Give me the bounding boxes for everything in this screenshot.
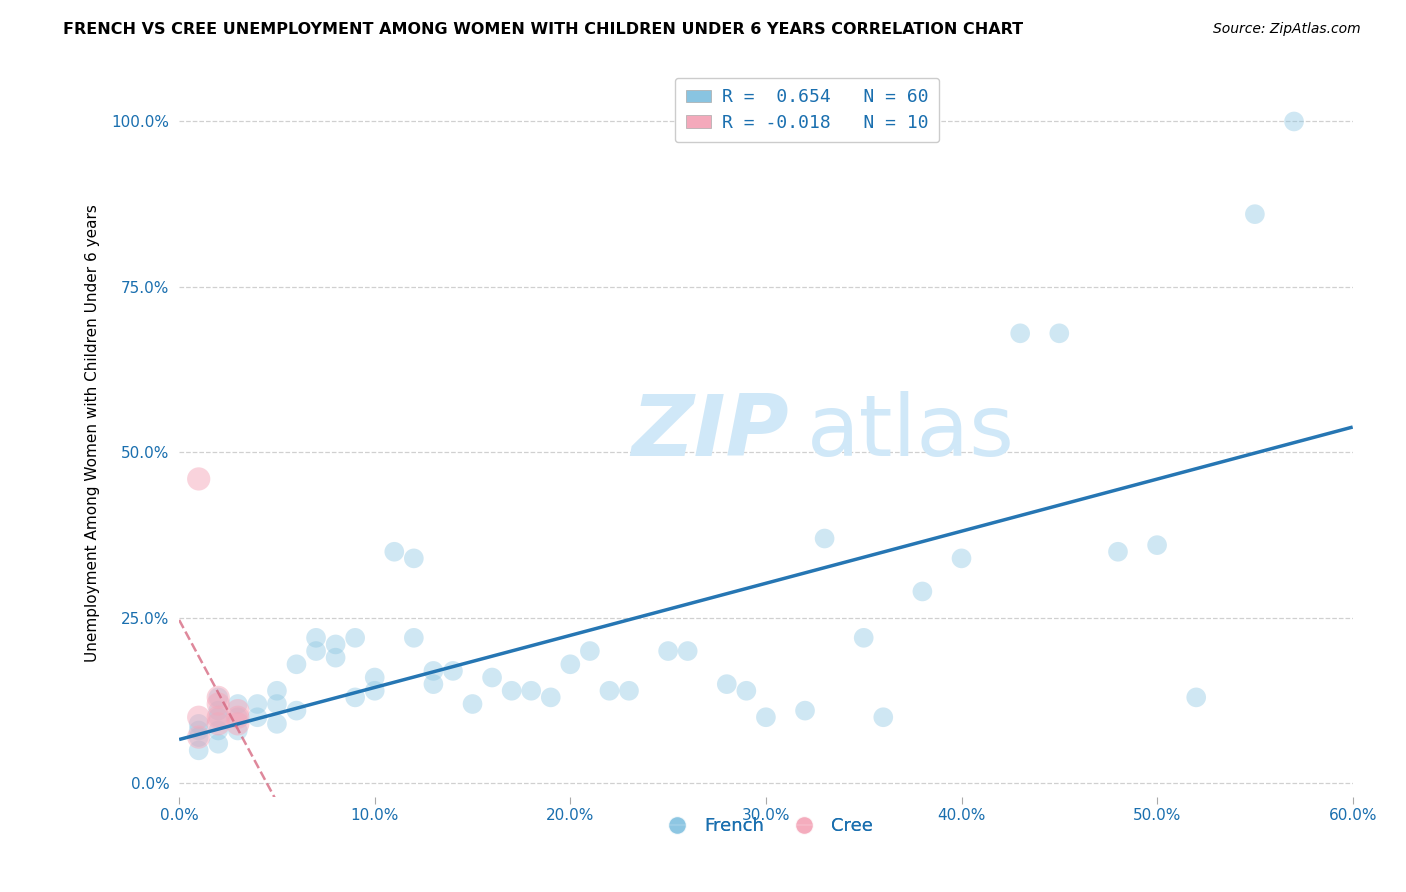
Point <box>852 631 875 645</box>
Point <box>402 551 425 566</box>
Point <box>364 671 387 685</box>
Point <box>207 717 229 731</box>
Point <box>187 730 209 744</box>
Point <box>657 644 679 658</box>
Point <box>325 637 347 651</box>
Point <box>579 644 602 658</box>
Legend: French, Cree: French, Cree <box>652 810 880 842</box>
Point <box>344 690 367 705</box>
Point <box>226 704 249 718</box>
Point <box>344 631 367 645</box>
Point <box>187 723 209 738</box>
Point <box>441 664 464 678</box>
Text: atlas: atlas <box>807 391 1015 474</box>
Point <box>207 697 229 711</box>
Point <box>676 644 699 658</box>
Point <box>226 723 249 738</box>
Point <box>266 697 288 711</box>
Point <box>187 743 209 757</box>
Point <box>501 683 523 698</box>
Point <box>1185 690 1208 705</box>
Point <box>755 710 778 724</box>
Point <box>382 545 405 559</box>
Text: FRENCH VS CREE UNEMPLOYMENT AMONG WOMEN WITH CHILDREN UNDER 6 YEARS CORRELATION : FRENCH VS CREE UNEMPLOYMENT AMONG WOMEN … <box>63 22 1024 37</box>
Point <box>207 704 229 718</box>
Point <box>1107 545 1129 559</box>
Point <box>305 631 328 645</box>
Point <box>187 710 209 724</box>
Y-axis label: Unemployment Among Women with Children Under 6 years: Unemployment Among Women with Children U… <box>86 203 100 662</box>
Point <box>364 683 387 698</box>
Text: Source: ZipAtlas.com: Source: ZipAtlas.com <box>1213 22 1361 37</box>
Point <box>207 737 229 751</box>
Point <box>540 690 562 705</box>
Point <box>207 710 229 724</box>
Point <box>872 710 894 724</box>
Point <box>1244 207 1267 221</box>
Point <box>246 710 269 724</box>
Point <box>911 584 934 599</box>
Point <box>285 657 308 672</box>
Point <box>481 671 503 685</box>
Point <box>1010 326 1032 341</box>
Point <box>461 697 484 711</box>
Point <box>305 644 328 658</box>
Point <box>735 683 758 698</box>
Point <box>422 677 444 691</box>
Point <box>266 717 288 731</box>
Point <box>598 683 620 698</box>
Point <box>794 704 817 718</box>
Point <box>207 690 229 705</box>
Point <box>402 631 425 645</box>
Point <box>422 664 444 678</box>
Point <box>226 697 249 711</box>
Point <box>1047 326 1070 341</box>
Point <box>813 532 835 546</box>
Point <box>246 697 269 711</box>
Point <box>187 472 209 486</box>
Point <box>207 690 229 705</box>
Point <box>187 717 209 731</box>
Text: ZIP: ZIP <box>631 391 789 474</box>
Point <box>325 650 347 665</box>
Point <box>1282 114 1305 128</box>
Point <box>226 710 249 724</box>
Point <box>716 677 738 691</box>
Point <box>560 657 582 672</box>
Point <box>226 710 249 724</box>
Point <box>950 551 973 566</box>
Point <box>1146 538 1168 552</box>
Point <box>226 717 249 731</box>
Point <box>617 683 640 698</box>
Point <box>207 710 229 724</box>
Point <box>207 723 229 738</box>
Point <box>520 683 543 698</box>
Point <box>285 704 308 718</box>
Point <box>266 683 288 698</box>
Point <box>187 730 209 744</box>
